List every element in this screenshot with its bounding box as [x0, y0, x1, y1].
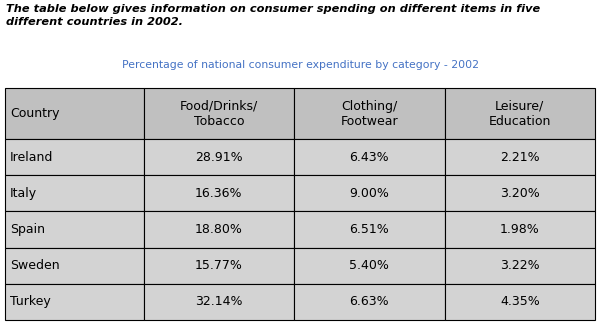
Bar	[5, 175, 143, 212]
Bar	[143, 175, 294, 212]
Bar	[294, 284, 445, 320]
Bar	[445, 139, 595, 175]
Bar	[445, 248, 595, 284]
Bar	[445, 88, 595, 139]
Bar	[5, 139, 143, 175]
Text: 18.80%: 18.80%	[195, 223, 243, 236]
Bar	[5, 88, 143, 139]
Text: Percentage of national consumer expenditure by category - 2002: Percentage of national consumer expendit…	[121, 60, 479, 70]
Text: Food/Drinks/
Tobacco: Food/Drinks/ Tobacco	[180, 99, 258, 127]
Bar	[143, 248, 294, 284]
Text: Leisure/
Education: Leisure/ Education	[488, 99, 551, 127]
Bar	[445, 284, 595, 320]
Bar	[5, 212, 143, 248]
Text: 5.40%: 5.40%	[349, 259, 389, 272]
Bar	[294, 248, 445, 284]
Bar	[143, 88, 294, 139]
Text: Sweden: Sweden	[10, 259, 59, 272]
Text: Clothing/
Footwear: Clothing/ Footwear	[341, 99, 398, 127]
Text: 32.14%: 32.14%	[195, 295, 242, 308]
Text: 2.21%: 2.21%	[500, 150, 539, 163]
Bar	[445, 212, 595, 248]
Bar	[294, 139, 445, 175]
Bar	[143, 139, 294, 175]
Bar	[445, 175, 595, 212]
Text: 28.91%: 28.91%	[195, 150, 242, 163]
Bar	[294, 88, 445, 139]
Bar	[5, 248, 143, 284]
Text: 3.22%: 3.22%	[500, 259, 539, 272]
Text: The table below gives information on consumer spending on different items in fiv: The table below gives information on con…	[6, 4, 540, 27]
Text: 1.98%: 1.98%	[500, 223, 539, 236]
Text: 15.77%: 15.77%	[195, 259, 243, 272]
Text: 16.36%: 16.36%	[195, 187, 242, 200]
Text: 3.20%: 3.20%	[500, 187, 539, 200]
Text: Italy: Italy	[10, 187, 37, 200]
Text: 6.63%: 6.63%	[350, 295, 389, 308]
Text: Ireland: Ireland	[10, 150, 53, 163]
Text: Spain: Spain	[10, 223, 45, 236]
Bar	[5, 284, 143, 320]
Bar	[294, 212, 445, 248]
Bar	[143, 284, 294, 320]
Bar	[143, 212, 294, 248]
Text: 6.43%: 6.43%	[350, 150, 389, 163]
Bar	[294, 175, 445, 212]
Text: 4.35%: 4.35%	[500, 295, 539, 308]
Text: 6.51%: 6.51%	[349, 223, 389, 236]
Text: 9.00%: 9.00%	[349, 187, 389, 200]
Text: Country: Country	[10, 107, 59, 120]
Text: Turkey: Turkey	[10, 295, 51, 308]
